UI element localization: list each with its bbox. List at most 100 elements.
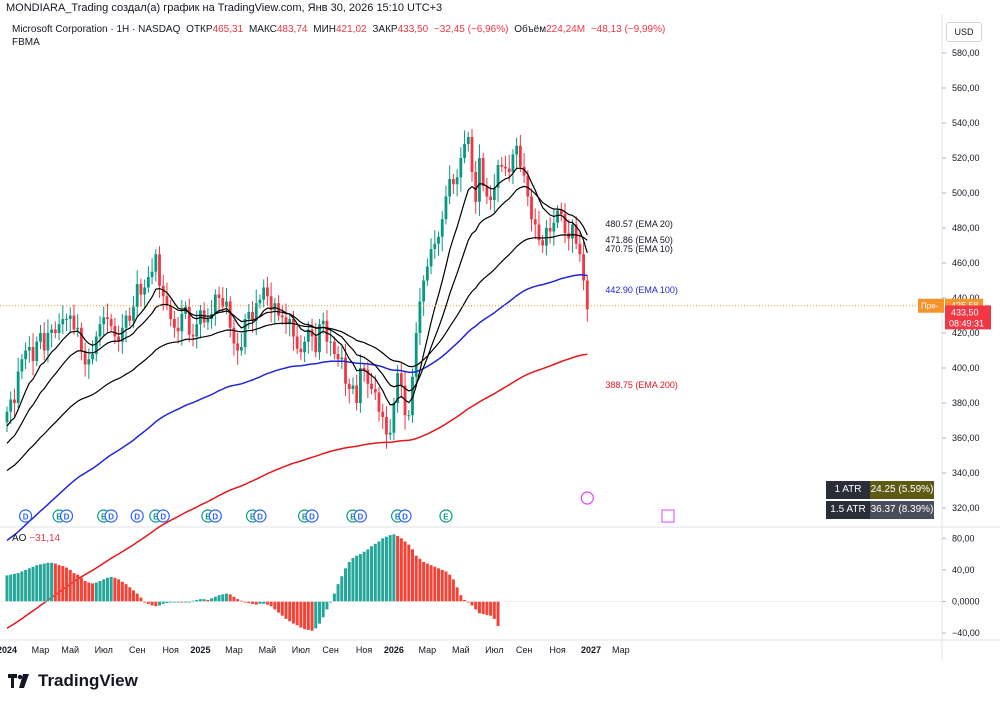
ao-bar[interactable]	[254, 601, 258, 605]
candle[interactable]	[362, 368, 366, 370]
ao-bar[interactable]	[485, 601, 489, 615]
ao-bar[interactable]	[236, 599, 240, 602]
candle[interactable]	[165, 296, 169, 305]
ao-bar[interactable]	[35, 565, 39, 602]
candle[interactable]	[306, 329, 310, 342]
candle[interactable]	[292, 319, 295, 337]
ao-bar[interactable]	[165, 601, 169, 604]
ao-bar[interactable]	[102, 579, 106, 602]
ao-bar[interactable]	[288, 601, 292, 622]
ema100-line[interactable]	[6, 274, 588, 541]
ao-bar[interactable]	[299, 601, 303, 628]
candle[interactable]	[217, 294, 221, 299]
ao-bar[interactable]	[451, 579, 455, 602]
ao-bar[interactable]	[477, 601, 481, 614]
ao-bar[interactable]	[332, 593, 336, 602]
ao-bar[interactable]	[273, 601, 277, 610]
candle[interactable]	[139, 284, 143, 295]
candle[interactable]	[176, 327, 180, 332]
ao-bar[interactable]	[496, 601, 500, 627]
ao-bar[interactable]	[317, 601, 321, 624]
indicator-label[interactable]: FBMA	[12, 37, 40, 48]
candle[interactable]	[228, 301, 232, 328]
ao-bar[interactable]	[228, 594, 232, 602]
ao-bar[interactable]	[422, 562, 426, 602]
candle[interactable]	[83, 350, 87, 365]
candle[interactable]	[254, 303, 258, 321]
ao-bar[interactable]	[474, 601, 478, 610]
candle[interactable]	[180, 313, 184, 332]
ao-bar[interactable]	[262, 601, 266, 604]
ao-bar[interactable]	[410, 549, 414, 602]
ao-title[interactable]: AO	[12, 533, 27, 544]
candle[interactable]	[247, 312, 251, 319]
candle[interactable]	[559, 210, 563, 215]
candle[interactable]	[545, 228, 548, 246]
candle[interactable]	[381, 411, 385, 417]
candle[interactable]	[27, 347, 31, 351]
ao-bar[interactable]	[463, 599, 467, 602]
candle[interactable]	[496, 165, 500, 188]
ao-bar[interactable]	[403, 541, 407, 602]
dividend-marker[interactable]	[208, 509, 222, 523]
candle[interactable]	[518, 145, 522, 167]
candle[interactable]	[24, 350, 27, 360]
candle[interactable]	[154, 254, 158, 272]
candle[interactable]	[143, 287, 147, 295]
candle[interactable]	[213, 294, 217, 314]
candle[interactable]	[500, 165, 504, 167]
candle[interactable]	[511, 154, 515, 173]
ao-bar[interactable]	[314, 601, 318, 629]
ao-bar[interactable]	[295, 601, 299, 626]
ao-bar[interactable]	[381, 538, 385, 602]
candle[interactable]	[425, 266, 429, 281]
candle[interactable]	[295, 336, 299, 349]
candle[interactable]	[68, 315, 72, 320]
ao-bar[interactable]	[321, 601, 325, 618]
ao-bar[interactable]	[61, 565, 65, 602]
ao-bar[interactable]	[20, 571, 24, 602]
candle[interactable]	[225, 301, 228, 307]
candle[interactable]	[492, 187, 496, 200]
ao-bar[interactable]	[139, 597, 143, 602]
candle[interactable]	[113, 326, 117, 337]
ao-bar[interactable]	[399, 538, 403, 602]
ao-bar[interactable]	[68, 569, 72, 602]
ao-bar[interactable]	[243, 601, 247, 603]
candle[interactable]	[548, 228, 552, 232]
candle[interactable]	[13, 399, 16, 404]
ao-bar[interactable]	[9, 574, 13, 602]
ao-bar[interactable]	[120, 581, 124, 602]
ao-bar[interactable]	[370, 546, 374, 602]
candle[interactable]	[366, 369, 370, 384]
split-marker[interactable]	[580, 491, 594, 505]
dividend-marker[interactable]	[59, 509, 74, 523]
candle[interactable]	[429, 249, 433, 267]
symbol-title[interactable]: Microsoft Corporation · 1Н · NASDAQ	[12, 24, 181, 35]
ao-bar[interactable]	[232, 596, 236, 602]
ao-bar[interactable]	[366, 549, 370, 602]
ao-bar[interactable]	[251, 601, 255, 604]
candle[interactable]	[336, 354, 340, 360]
candle[interactable]	[541, 240, 545, 246]
ao-bar[interactable]	[117, 579, 121, 602]
candle[interactable]	[355, 385, 359, 404]
candle[interactable]	[16, 371, 20, 404]
ao-bar[interactable]	[94, 582, 98, 602]
ao-bar[interactable]	[105, 577, 109, 602]
ao-bar[interactable]	[217, 595, 221, 602]
ao-bar[interactable]	[184, 601, 188, 603]
ema20-line[interactable]	[6, 185, 588, 444]
dividend-marker[interactable]	[305, 509, 319, 523]
ao-bar[interactable]	[310, 601, 314, 631]
candle[interactable]	[481, 158, 485, 186]
candle[interactable]	[574, 224, 578, 244]
ao-bar[interactable]	[76, 574, 80, 602]
ao-bar[interactable]	[210, 598, 214, 602]
candle[interactable]	[385, 417, 388, 435]
ao-bar[interactable]	[53, 563, 57, 602]
candle[interactable]	[39, 333, 42, 342]
ao-bar[interactable]	[429, 565, 433, 602]
candle[interactable]	[388, 432, 392, 435]
